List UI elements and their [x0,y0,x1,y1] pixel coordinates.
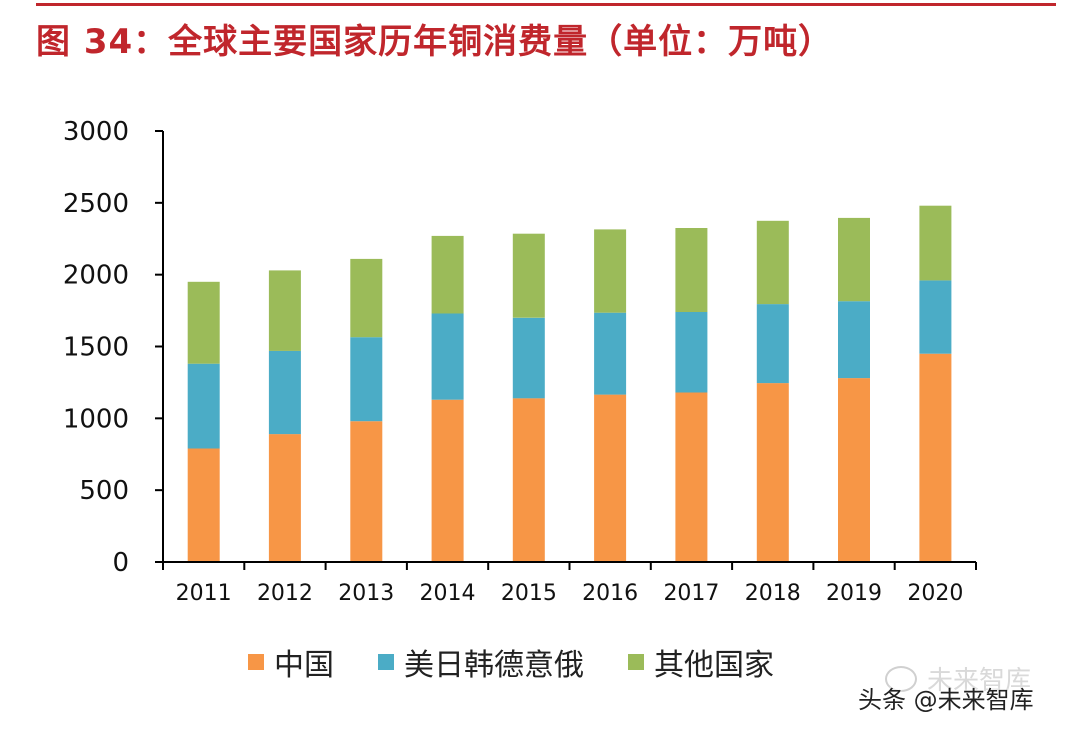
bar-segment-2014-s1 [431,313,464,400]
bar-segment-2012-s1 [268,350,301,435]
bar-segment-2011-s2 [187,281,220,364]
legend-label-six-countries: 美日韩德意俄 [404,648,584,683]
legend-item-six-countries: 美日韩德意俄 [378,640,584,684]
y-tick-label-2500: 2500 [63,189,129,219]
bar-segment-2016-s1 [594,312,627,395]
y-tick-label-3000: 3000 [63,117,129,147]
bar-segment-2016-s2 [594,229,627,313]
bar-segment-2017-s0 [675,392,708,562]
bar-segment-2012-s2 [268,270,301,351]
bar-segment-2017-s2 [675,228,708,312]
bar-segment-2015-s1 [512,317,545,399]
bar-segment-2013-s0 [350,421,383,562]
bar-segment-2015-s0 [512,398,545,562]
watermark: 头条 @未来智库 [858,686,1034,714]
figure-title: 图 34：全球主要国家历年铜消费量（单位：万吨） [36,22,834,62]
bar-segment-2019-s1 [838,301,870,379]
y-tick-label-2000: 2000 [63,261,129,291]
wechat-icon [885,665,917,692]
watermark-faint-text: 未来智库 [927,666,1032,696]
x-tick-label-2015: 2015 [501,581,557,606]
bar-segment-2013-s1 [350,337,383,422]
y-tick-label-0: 0 [112,548,129,578]
bar-segment-2018-s0 [756,383,789,562]
bar-segment-2011-s0 [187,448,220,562]
x-tick-label-2017: 2017 [663,581,719,606]
bar-segment-2016-s0 [594,394,627,562]
bar-segment-2012-s0 [268,434,301,562]
y-tick-label-1000: 1000 [63,404,129,434]
bar-segment-2018-s1 [756,304,789,384]
x-tick-label-2016: 2016 [582,581,638,606]
legend-swatch-others [628,654,644,670]
bar-segment-2013-s2 [350,258,383,338]
bar-segment-2020-s1 [919,280,952,354]
bars-layer [187,205,952,562]
x-tick-label-2014: 2014 [420,581,476,606]
y-tick-label-1500: 1500 [63,333,129,363]
x-tick-label-2020: 2020 [907,581,963,606]
title-rule [36,3,1056,6]
bar-segment-2018-s2 [756,220,789,305]
x-tick-label-2012: 2012 [257,581,313,606]
axes-layer: 0 500 1000 1500 2000 2500 3000 2011 2012 2013 2014… [63,117,977,606]
legend-swatch-china [248,654,264,670]
legend-label-china: 中国 [274,648,334,683]
x-tick-label-2013: 2013 [338,581,394,606]
y-tick-label-500: 500 [79,476,129,506]
bar-segment-2019-s0 [838,378,870,562]
x-tick-label-2018: 2018 [745,581,801,606]
bar-segment-2017-s1 [675,312,708,393]
bar-segment-2019-s2 [838,217,870,302]
bar-segment-2020-s0 [919,353,952,562]
x-tick-label-2011: 2011 [176,581,232,606]
watermark-faint: 未来智库 [885,660,1031,697]
legend: 中国 美日韩德意俄 其他国家 [248,640,774,684]
bar-segment-2020-s2 [919,205,952,281]
legend-item-china: 中国 [248,640,334,684]
bar-segment-2014-s2 [431,235,464,314]
bar-segment-2011-s1 [187,363,220,449]
legend-item-others: 其他国家 [628,640,774,684]
legend-swatch-six-countries [378,654,394,670]
bar-segment-2014-s0 [431,399,464,562]
legend-label-others: 其他国家 [654,648,774,683]
x-tick-label-2019: 2019 [826,581,882,606]
bar-segment-2015-s2 [512,233,545,318]
